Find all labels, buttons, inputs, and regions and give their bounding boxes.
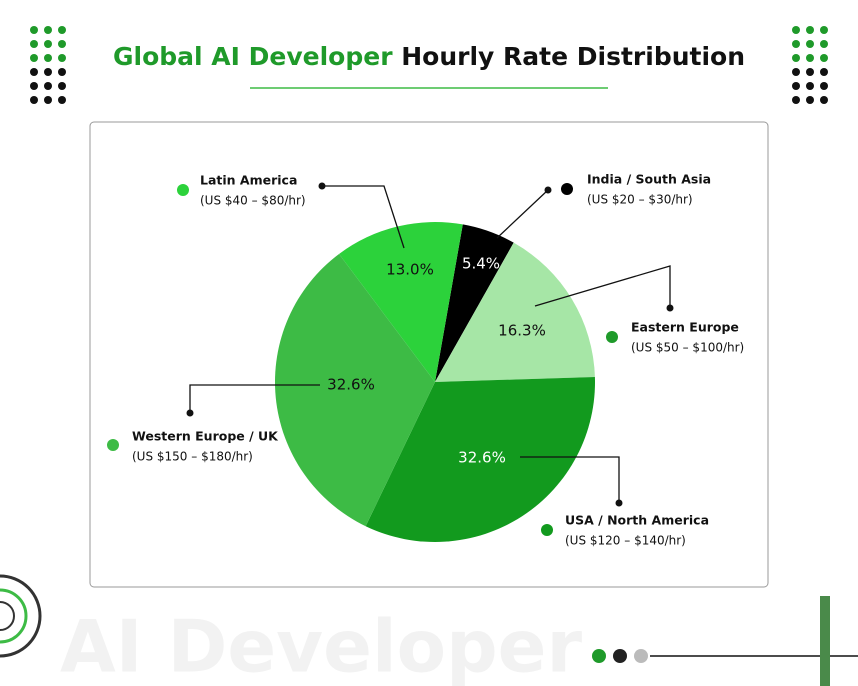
legend-range: (US $120 – $140/hr) <box>565 534 686 548</box>
pie-slice <box>435 224 514 382</box>
deco-dot <box>792 96 800 104</box>
leader-end <box>318 182 326 190</box>
value-label: 16.3% <box>498 322 546 340</box>
legend-dot <box>107 439 119 451</box>
deco-strip <box>820 596 830 686</box>
legend-name: USA / North America <box>565 513 709 528</box>
legend-name: Western Europe / UK <box>132 429 279 444</box>
pie-slice <box>365 376 596 542</box>
deco-dot <box>806 40 814 48</box>
legend-dot <box>606 331 618 343</box>
legend-dot <box>177 184 189 196</box>
deco-dot <box>30 96 38 104</box>
deco-dot <box>806 26 814 34</box>
legend-range: (US $150 – $180/hr) <box>132 450 253 464</box>
deco-dot <box>820 68 828 76</box>
value-label: 13.0% <box>386 261 434 279</box>
deco-dot <box>806 68 814 76</box>
deco-dot <box>58 54 66 62</box>
leader-end <box>544 186 552 194</box>
leader-end <box>615 499 623 507</box>
deco-dot <box>30 68 38 76</box>
leader-end <box>666 304 674 312</box>
deco-dot <box>820 26 828 34</box>
leader-line <box>534 265 671 308</box>
leader-line <box>322 185 405 249</box>
deco-dot <box>44 54 52 62</box>
decoration <box>0 26 858 686</box>
deco-dot <box>792 82 800 90</box>
legend-name: Eastern Europe <box>631 320 739 335</box>
deco-dot <box>820 82 828 90</box>
deco-dot <box>820 40 828 48</box>
title-rest: Hourly Rate Distribution <box>401 42 745 71</box>
deco-dot <box>30 26 38 34</box>
legend-range: (US $50 – $100/hr) <box>631 341 744 355</box>
deco-dot <box>792 40 800 48</box>
deco-dot <box>806 82 814 90</box>
deco-dot <box>44 82 52 90</box>
deco-dot <box>634 649 648 663</box>
legend-name: India / South Asia <box>587 172 711 187</box>
pie-chart: 5.4% India / South Asia (US $20 – $30/hr) 1… <box>107 172 744 548</box>
pie-slice <box>275 253 435 527</box>
watermark: AI Developer <box>60 605 582 686</box>
deco-dot <box>30 54 38 62</box>
deco-dot <box>44 26 52 34</box>
legend-name: Latin America <box>200 173 297 188</box>
deco-dot <box>806 54 814 62</box>
deco-dot <box>592 649 606 663</box>
deco-dot <box>30 40 38 48</box>
deco-dot <box>44 68 52 76</box>
pie-slice <box>339 222 463 382</box>
deco-dot <box>806 96 814 104</box>
deco-dot <box>58 26 66 34</box>
deco-ring <box>0 574 42 658</box>
deco-dot <box>58 68 66 76</box>
deco-dot <box>44 40 52 48</box>
deco-dot <box>613 649 627 663</box>
title-highlight: Global AI Developer <box>113 42 393 71</box>
leader-line <box>189 384 320 413</box>
deco-dot <box>792 54 800 62</box>
leader-line <box>496 189 549 239</box>
value-label: 32.6% <box>327 376 375 394</box>
deco-dot <box>58 40 66 48</box>
deco-dot <box>58 96 66 104</box>
chart-title: Global AI Developer Hourly Rate Distribu… <box>113 42 745 71</box>
leader-end <box>186 409 194 417</box>
value-label: 32.6% <box>458 449 506 467</box>
deco-dot <box>44 96 52 104</box>
deco-dot <box>58 82 66 90</box>
pie-slice <box>435 242 595 382</box>
legend-dot <box>561 183 573 195</box>
value-label: 5.4% <box>462 255 500 273</box>
deco-dot <box>792 26 800 34</box>
deco-dot <box>820 54 828 62</box>
deco-ring <box>0 588 28 644</box>
legend-range: (US $40 – $80/hr) <box>200 194 306 208</box>
legend-range: (US $20 – $30/hr) <box>587 193 693 207</box>
leader-line <box>520 456 620 503</box>
deco-ring <box>0 601 15 631</box>
deco-dot <box>820 96 828 104</box>
legend-dot <box>541 524 553 536</box>
deco-dot <box>30 82 38 90</box>
deco-dot <box>792 68 800 76</box>
